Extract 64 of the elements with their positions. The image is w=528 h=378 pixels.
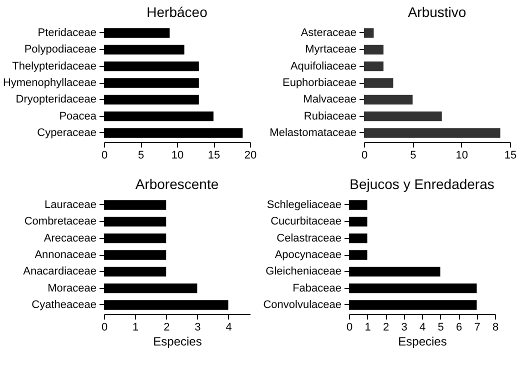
x-axis-title: Especies bbox=[153, 334, 202, 348]
bar bbox=[364, 62, 384, 72]
y-tick-label: Poacea bbox=[59, 110, 98, 122]
chart-title: Herbáceo bbox=[146, 4, 208, 20]
y-tick-label: Malvaceae bbox=[303, 94, 356, 106]
x-tick-label: 4 bbox=[419, 322, 426, 334]
x-tick-label: 0 bbox=[101, 322, 108, 334]
x-tick-label: 3 bbox=[401, 322, 408, 334]
bar bbox=[364, 78, 394, 88]
x-axis-title: Especies bbox=[398, 334, 447, 348]
y-tick-label: Cyatheaceae bbox=[32, 299, 96, 311]
x-tick-label: 0 bbox=[361, 150, 368, 162]
x-tick-label: 5 bbox=[138, 150, 144, 162]
bar bbox=[364, 94, 413, 104]
y-tick-label: Arecaceae bbox=[44, 232, 96, 244]
x-tick-label: 6 bbox=[456, 322, 462, 334]
y-tick-label: Aquifoliaceae bbox=[290, 60, 356, 72]
x-tick-label: 2 bbox=[382, 322, 390, 334]
y-tick-label: Asteraceae bbox=[300, 27, 356, 39]
bar bbox=[364, 28, 374, 38]
y-tick-label: Cyperaceae bbox=[37, 127, 96, 139]
x-tick-label: 1 bbox=[132, 322, 139, 334]
x-tick-label: 10 bbox=[456, 150, 468, 162]
y-tick-label: Celastraceae bbox=[276, 232, 342, 244]
y-tick-label: Thelypteridaceae bbox=[12, 60, 96, 72]
y-tick-label: Anacardiaceae bbox=[23, 266, 96, 278]
x-tick-label: 3 bbox=[194, 322, 201, 334]
chart-title: Bejucos y Enredaderas bbox=[350, 176, 494, 192]
bar bbox=[364, 128, 500, 138]
y-tick-label: Polypodiaceae bbox=[24, 44, 96, 56]
y-tick-label: Euphorbiaceae bbox=[282, 77, 356, 89]
y-tick-label: Hymenophyllaceae bbox=[2, 77, 96, 89]
x-tick-label: 15 bbox=[504, 150, 517, 162]
y-tick-label: Pteridaceae bbox=[38, 27, 96, 39]
y-tick-label: Cucurbitaceae bbox=[270, 216, 342, 228]
chart-title: Arborescente bbox=[135, 176, 219, 192]
x-tick-label: 2 bbox=[164, 322, 170, 334]
x-tick-label: 5 bbox=[410, 150, 416, 162]
y-tick-label: Schlegeliaceae bbox=[266, 199, 342, 211]
x-tick-label: 5 bbox=[438, 322, 444, 334]
y-tick-label: Gleicheniaceae bbox=[266, 266, 342, 278]
x-tick-label: 20 bbox=[244, 150, 257, 162]
x-tick-label: 0 bbox=[346, 322, 353, 334]
y-tick-label: Moraceae bbox=[48, 282, 96, 294]
y-tick-label: Fabaceae bbox=[292, 282, 342, 294]
x-tick-label: 0 bbox=[101, 150, 108, 162]
x-tick-label: 10 bbox=[171, 150, 184, 162]
y-tick-label: Myrtaceae bbox=[305, 44, 356, 56]
chart-title: Arbustivo bbox=[408, 4, 466, 20]
x-tick-label: 15 bbox=[208, 150, 220, 162]
y-tick-label: Rubiaceae bbox=[304, 110, 356, 122]
x-tick-label: 8 bbox=[492, 322, 499, 334]
y-tick-label: Dryopteridaceae bbox=[16, 94, 96, 106]
y-tick-label: Convolvulaceae bbox=[263, 299, 342, 311]
bar bbox=[364, 112, 442, 122]
y-tick-label: Apocynaceae bbox=[274, 249, 342, 261]
x-tick-label: 7 bbox=[474, 322, 480, 334]
y-tick-label: Lauraceae bbox=[44, 199, 96, 211]
y-tick-label: Melastomataceae bbox=[270, 127, 356, 139]
y-tick-label: Combretaceae bbox=[24, 216, 96, 228]
y-tick-label: Annonaceae bbox=[34, 249, 96, 261]
x-tick-label: 4 bbox=[226, 322, 232, 334]
x-tick-label: 1 bbox=[364, 322, 371, 334]
bar bbox=[364, 44, 384, 54]
